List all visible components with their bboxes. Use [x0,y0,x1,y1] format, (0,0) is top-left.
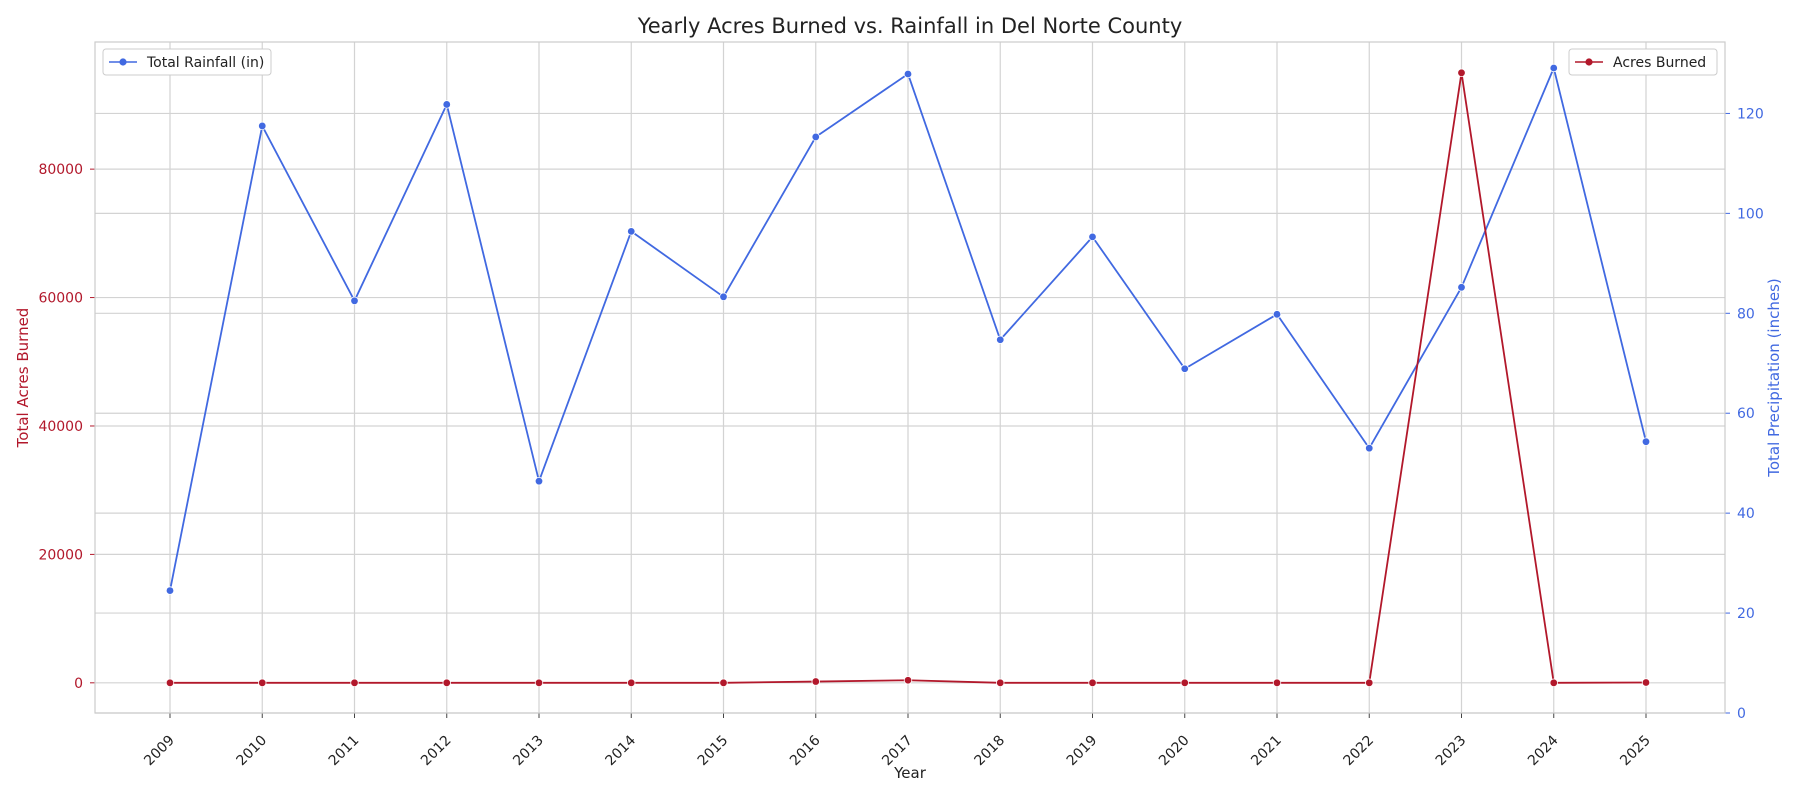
x-tick-label: 2015 [695,733,732,770]
x-tick-label: 2019 [1064,733,1101,770]
x-tick-label: 2021 [1248,733,1285,770]
rainfall-point [165,586,175,595]
x-tick-label: 2016 [787,732,824,769]
rainfall-point [1365,443,1374,453]
acres-burned-point [1180,678,1189,688]
x-tick-label: 2024 [1525,732,1562,769]
x-tick-label: 2025 [1617,733,1654,770]
x-tick-label: 2020 [1156,733,1193,770]
x-tick-label: 2011 [326,733,363,770]
rainfall-point [1641,437,1651,446]
rainfall-point [258,121,267,131]
acres-burned-point [1457,68,1466,78]
gridlines [95,42,1725,714]
legend-acres: Acres Burned [1568,48,1718,76]
y-left-tick-label: 20000 [38,547,83,563]
plot-frame [94,41,1726,714]
chart-title: Yearly Acres Burned vs. Rainfall in Del … [637,14,1183,38]
rainfall-point [903,69,913,79]
y-right-tick-label: 120 [1737,106,1764,122]
acres-burned-point [1088,678,1097,688]
acres-burned-point [903,676,913,685]
rainfall-point [811,132,820,142]
x-tick-label: 2010 [234,733,271,770]
acres-burned-point [1549,678,1558,688]
x-tick-label: 2013 [510,733,547,770]
rainfall-point [1180,364,1189,373]
legend-acres-box [1568,48,1718,76]
x-tick-label: 2009 [141,733,178,770]
acres-burned-point [350,678,359,688]
y-left-tick-label: 80000 [38,162,83,178]
y-right-tick-label: 0 [1737,706,1746,722]
x-axis-ticks: 2009 2010 2011 2012 2013 2014 2015 2016 2017 2018… [141,713,1654,769]
y-right-axis-label: Total Precipitation (inches) [1765,278,1783,478]
y-left-tick-label: 40000 [38,419,83,435]
x-tick-label: 2022 [1341,733,1378,770]
rainfall-point [627,227,636,236]
rainfall-point [1549,63,1558,73]
legend-acres-label: Acres Burned [1613,55,1706,71]
x-axis-label: Year [893,764,927,782]
rainfall-point [350,296,359,306]
y-left-axis-label: Total Acres Burned [14,308,32,449]
rainfall-point [1457,283,1466,292]
x-tick-label: 2018 [972,733,1009,770]
y-right-tick-label: 20 [1737,606,1755,622]
x-tick-label: 2023 [1433,733,1470,770]
acres-burned-point [811,677,820,686]
y-right-tick-label: 80 [1737,306,1755,322]
x-tick-label: 2012 [418,733,455,770]
legend-acres-marker [1585,58,1593,66]
rainfall-point [1088,232,1097,242]
y-right-tick-label: 60 [1737,406,1755,422]
y-right-axis-ticks: 0 20 40 60 80 100 120 [1725,106,1764,722]
acres-burned-point [258,678,267,688]
rainfall-point [1272,310,1282,319]
legend-rainfall-box [102,48,272,76]
acres-burned-point [996,678,1005,688]
rainfall-point [719,292,728,302]
acres-burned-point [442,678,451,688]
acres-burned-point [627,678,636,688]
legend-rainfall-marker [119,58,127,66]
acres-burned-point [1272,678,1282,688]
rainfall-point [534,476,544,486]
acres-burned-point [534,678,544,688]
y-left-axis-ticks: 0 20000 40000 60000 80000 [38,162,95,692]
legend-rainfall-label: Total Rainfall (in) [146,55,264,71]
y-left-tick-label: 0 [74,676,83,692]
acres-burned-point [719,678,728,688]
rainfall-point [442,100,451,109]
rainfall-point [996,335,1005,344]
legend-rainfall: Total Rainfall (in) [102,48,272,76]
y-right-tick-label: 100 [1737,206,1764,222]
acres-burned-point [1365,678,1374,688]
acres-burned-point [165,678,175,688]
y-left-tick-label: 60000 [38,291,83,307]
series-layer [165,63,1651,688]
y-right-tick-label: 40 [1737,506,1755,522]
acres-burned-point [1641,678,1651,687]
x-tick-label: 2014 [603,732,640,769]
